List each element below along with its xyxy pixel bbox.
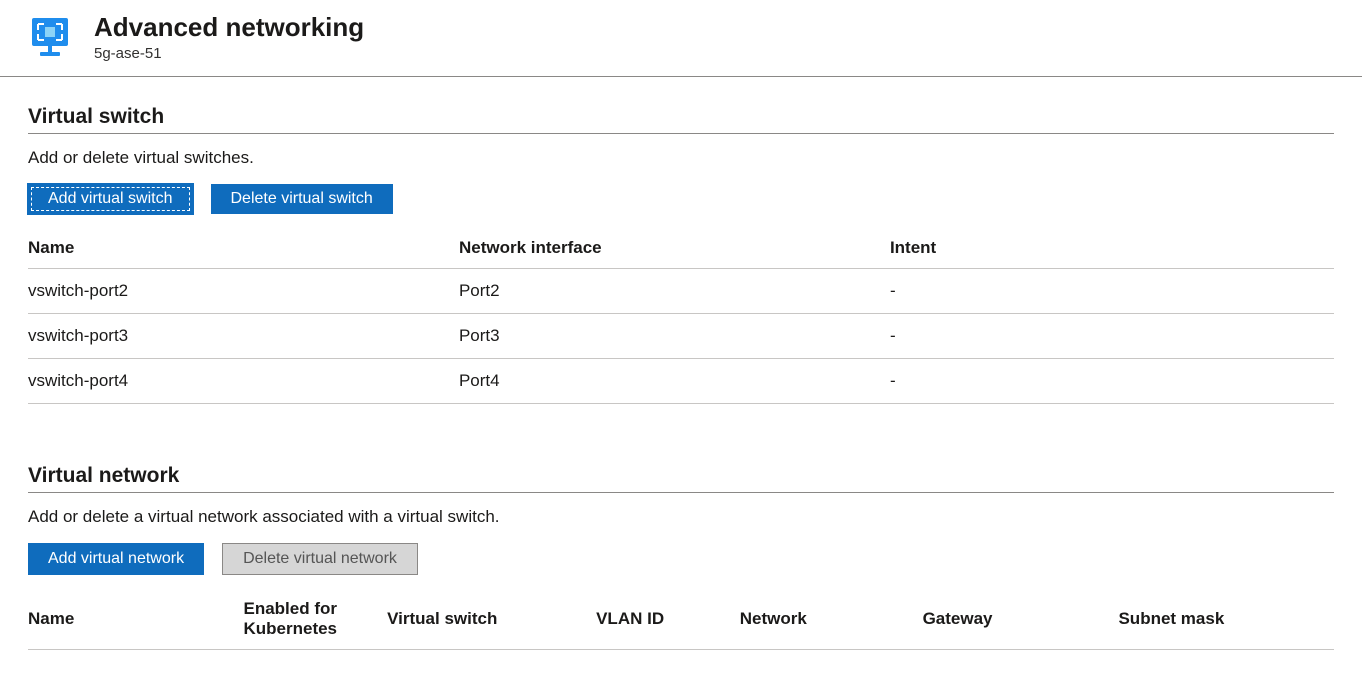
col-intent: Intent: [890, 228, 1334, 269]
virtual-network-section: Virtual network Add or delete a virtual …: [28, 464, 1334, 650]
virtual-network-table: Name Enabled for Kubernetes Virtual swit…: [28, 589, 1334, 650]
virtual-network-desc: Add or delete a virtual network associat…: [28, 507, 1334, 527]
cell-intent: -: [890, 314, 1334, 359]
table-row[interactable]: vswitch-port4 Port4 -: [28, 359, 1334, 404]
col-enabled-kubernetes: Enabled for Kubernetes: [243, 589, 387, 650]
cell-name: vswitch-port3: [28, 314, 459, 359]
col-network: Network: [740, 589, 923, 650]
cell-name: vswitch-port2: [28, 269, 459, 314]
cell-intent: -: [890, 359, 1334, 404]
page-header: Advanced networking 5g-ase-51: [0, 0, 1362, 77]
cell-nic: Port4: [459, 359, 890, 404]
virtual-switch-desc: Add or delete virtual switches.: [28, 148, 1334, 168]
virtual-switch-title: Virtual switch: [28, 105, 1334, 134]
virtual-switch-button-row: Add virtual switch Delete virtual switch: [28, 184, 1334, 214]
cell-name: vswitch-port4: [28, 359, 459, 404]
table-row[interactable]: vswitch-port3 Port3 -: [28, 314, 1334, 359]
page-title: Advanced networking: [94, 12, 364, 43]
virtual-switch-section: Virtual switch Add or delete virtual swi…: [28, 105, 1334, 404]
cell-nic: Port3: [459, 314, 890, 359]
table-header-row: Name Network interface Intent: [28, 228, 1334, 269]
col-vlan-id: VLAN ID: [596, 589, 740, 650]
col-subnet-mask: Subnet mask: [1118, 589, 1334, 650]
col-name: Name: [28, 589, 243, 650]
add-virtual-network-button[interactable]: Add virtual network: [28, 543, 204, 575]
virtual-network-button-row: Add virtual network Delete virtual netwo…: [28, 543, 1334, 575]
advanced-networking-icon: [28, 14, 72, 58]
col-gateway: Gateway: [923, 589, 1119, 650]
col-virtual-switch: Virtual switch: [387, 589, 596, 650]
virtual-switch-table: Name Network interface Intent vswitch-po…: [28, 228, 1334, 404]
virtual-network-title: Virtual network: [28, 464, 1334, 493]
cell-nic: Port2: [459, 269, 890, 314]
col-name: Name: [28, 228, 459, 269]
page-subtitle: 5g-ase-51: [94, 45, 364, 62]
table-row[interactable]: vswitch-port2 Port2 -: [28, 269, 1334, 314]
add-virtual-switch-button[interactable]: Add virtual switch: [28, 184, 193, 214]
delete-virtual-network-button: Delete virtual network: [222, 543, 418, 575]
col-network-interface: Network interface: [459, 228, 890, 269]
table-header-row: Name Enabled for Kubernetes Virtual swit…: [28, 589, 1334, 650]
header-text: Advanced networking 5g-ase-51: [94, 12, 364, 62]
cell-intent: -: [890, 269, 1334, 314]
delete-virtual-switch-button[interactable]: Delete virtual switch: [211, 184, 393, 214]
